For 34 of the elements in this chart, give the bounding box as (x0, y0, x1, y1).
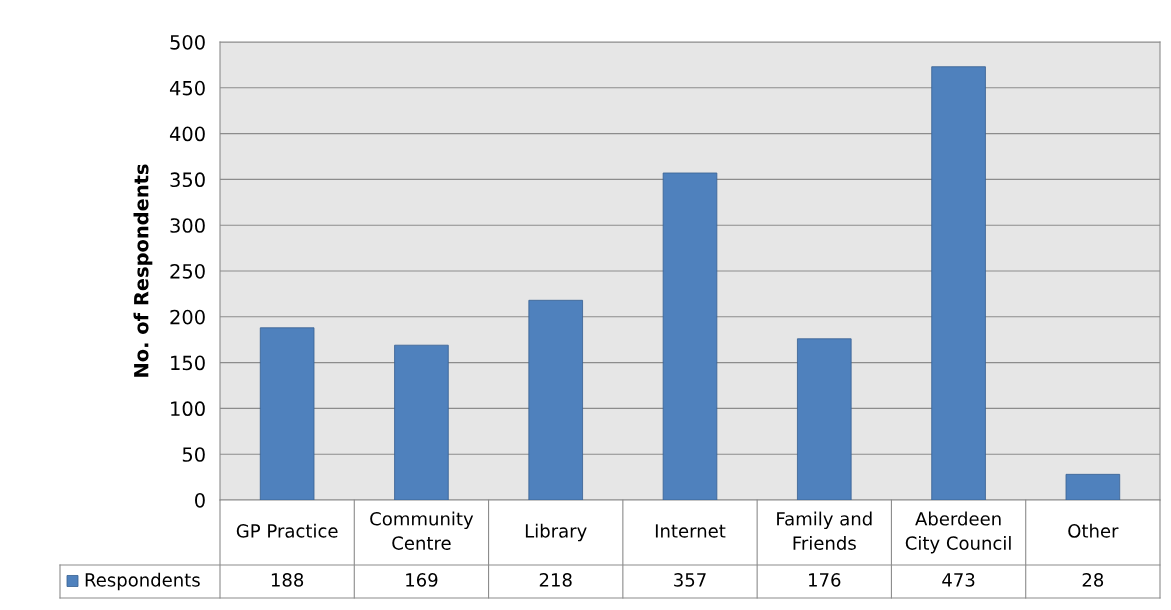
y-tick-label: 300 (170, 218, 205, 233)
y-tick-label: 450 (169, 80, 205, 96)
data-label: 28 (1082, 573, 1104, 587)
bar (394, 344, 449, 500)
x-tick-label: Family and Friends (777, 511, 872, 550)
x-tick-label: Internet (655, 524, 726, 538)
data-label: 357 (674, 573, 706, 587)
data-label: 188 (271, 573, 304, 587)
y-tick-label: 100 (171, 401, 205, 417)
y-tick-label: 400 (169, 126, 205, 142)
bar (259, 327, 315, 500)
x-tick-label: GP Practice (236, 523, 338, 538)
y-tick-label: 250 (170, 263, 205, 279)
x-tick-label: Other (1068, 523, 1119, 538)
y-tick-label: 500 (170, 34, 205, 50)
bar (662, 172, 718, 500)
y-tick-label: 50 (182, 447, 205, 462)
bar (1065, 473, 1121, 500)
bar (797, 338, 852, 500)
x-tick-label: Library (525, 523, 587, 542)
bar (931, 66, 986, 500)
y-axis-title: No. of Respondents (133, 164, 153, 377)
x-tick-label: Community Centre (370, 511, 474, 550)
y-tick-label: 0 (195, 492, 205, 508)
legend-label: Respondents (85, 572, 200, 591)
y-tick-label: 200 (170, 309, 205, 325)
data-label: 176 (809, 573, 841, 587)
data-label: 169 (406, 573, 438, 587)
y-tick-label: 150 (171, 355, 205, 371)
y-tick-label: 350 (170, 172, 205, 188)
data-label: 473 (942, 573, 975, 587)
data-label: 218 (539, 573, 572, 587)
x-tick-label: Aberdeen City Council (905, 511, 1011, 554)
bar (528, 299, 583, 500)
